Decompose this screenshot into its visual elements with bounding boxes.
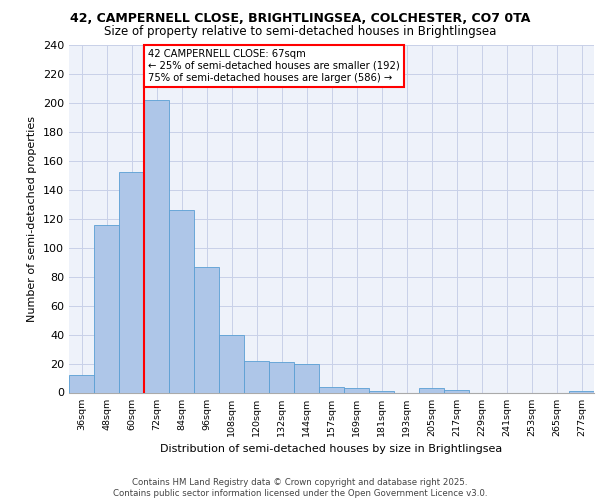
Bar	[169, 210, 194, 392]
Bar	[419, 388, 444, 392]
Bar	[444, 390, 469, 392]
Text: 42, CAMPERNELL CLOSE, BRIGHTLINGSEA, COLCHESTER, CO7 0TA: 42, CAMPERNELL CLOSE, BRIGHTLINGSEA, COL…	[70, 12, 530, 24]
Bar	[69, 375, 94, 392]
Bar	[344, 388, 369, 392]
Bar	[219, 334, 244, 392]
Bar	[119, 172, 144, 392]
Bar	[94, 224, 119, 392]
Bar	[244, 360, 269, 392]
Bar	[294, 364, 319, 392]
Text: Size of property relative to semi-detached houses in Brightlingsea: Size of property relative to semi-detach…	[104, 25, 496, 38]
Text: 42 CAMPERNELL CLOSE: 67sqm
← 25% of semi-detached houses are smaller (192)
75% o: 42 CAMPERNELL CLOSE: 67sqm ← 25% of semi…	[148, 50, 400, 82]
X-axis label: Distribution of semi-detached houses by size in Brightlingsea: Distribution of semi-detached houses by …	[160, 444, 503, 454]
Bar	[319, 386, 344, 392]
Y-axis label: Number of semi-detached properties: Number of semi-detached properties	[28, 116, 37, 322]
Bar	[569, 391, 594, 392]
Bar	[369, 391, 394, 392]
Bar	[144, 100, 169, 392]
Bar	[269, 362, 294, 392]
Bar	[194, 266, 219, 392]
Text: Contains HM Land Registry data © Crown copyright and database right 2025.
Contai: Contains HM Land Registry data © Crown c…	[113, 478, 487, 498]
